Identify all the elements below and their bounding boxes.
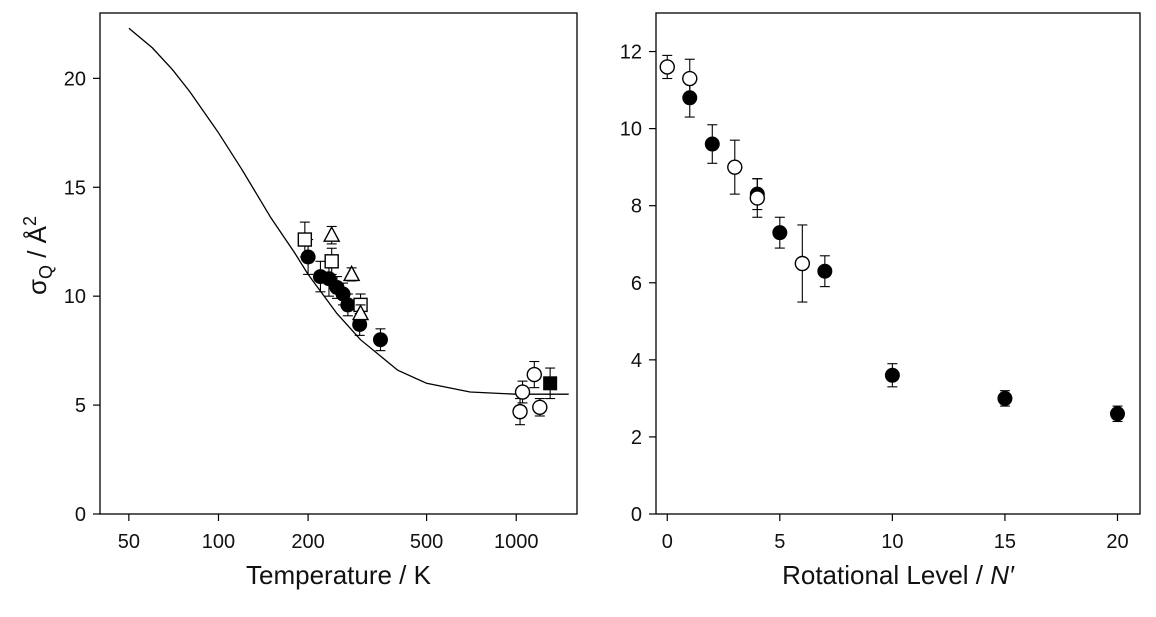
data-point: [659, 59, 675, 75]
x-tick-label: 5: [774, 531, 785, 553]
y-tick-label: 15: [64, 177, 86, 199]
data-point: [323, 225, 341, 242]
chart-panel-2: 0 5 10 15 20 0 2 4 6 8 10 12 Rotational Level / N′: [620, 12, 1141, 590]
data-point: [997, 390, 1013, 406]
data-point: [514, 384, 531, 400]
x-tick-label: 500: [410, 531, 443, 553]
x-tick-label: 20: [1106, 531, 1128, 553]
series-open-circle: [512, 360, 548, 426]
data-point: [543, 376, 558, 391]
x-tick-label: 15: [994, 531, 1016, 553]
data-point: [749, 190, 766, 206]
y-tick-label: 8: [631, 196, 642, 218]
series-filled-circle: [682, 77, 1125, 423]
x-axis-label: Rotational Level / N′: [782, 560, 1015, 590]
series-filled-circle: [300, 238, 388, 352]
y-tick-label: 6: [631, 273, 642, 295]
x-tick-label: 10: [881, 531, 903, 553]
y-tick-label: 0: [631, 504, 642, 526]
y-tick-label: 10: [620, 119, 642, 141]
data-point: [297, 232, 313, 247]
data-point: [794, 255, 811, 272]
y-tick-label: 0: [75, 504, 86, 526]
y-axis-label: σQ / Å2: [20, 216, 56, 295]
data-point: [340, 297, 356, 313]
fit-curve: [128, 27, 569, 395]
x-tick-label: 0: [662, 531, 673, 553]
y-tick-label: 2: [631, 427, 642, 449]
series-open-circle: [659, 54, 811, 303]
data-point: [532, 399, 548, 415]
data-point: [351, 304, 370, 321]
data-point: [682, 70, 698, 87]
data-point: [372, 332, 388, 348]
plot-frame: [655, 12, 1141, 515]
chart-panel-1: 50 100 200 500 1000 0 5 10 15 20 Temperature / K σQ…: [20, 12, 578, 590]
data-point: [884, 367, 900, 383]
x-tick-label: 200: [291, 531, 324, 553]
data-point: [727, 159, 743, 175]
data-point: [704, 136, 720, 152]
data-point: [526, 366, 542, 383]
plot-frame: [99, 12, 578, 515]
data-point: [512, 403, 528, 420]
x-tick-label: 50: [118, 531, 140, 553]
data-point: [772, 225, 788, 241]
data-point: [817, 263, 833, 279]
y-tick-label: 10: [64, 286, 86, 308]
x-tick-label: 1000: [494, 531, 539, 553]
series-filled-square: [543, 367, 558, 400]
y-tick-label: 5: [75, 395, 86, 417]
y-tick-label: 12: [620, 42, 642, 64]
data-point: [1109, 406, 1125, 422]
x-tick-label: 100: [202, 531, 235, 553]
data-point: [342, 264, 361, 282]
y-tick-label: 20: [64, 68, 86, 90]
series-open-triangle: [323, 225, 370, 323]
x-axis-label: Temperature / K: [246, 560, 432, 590]
y-tick-label: 4: [631, 350, 642, 372]
data-point: [324, 254, 339, 269]
